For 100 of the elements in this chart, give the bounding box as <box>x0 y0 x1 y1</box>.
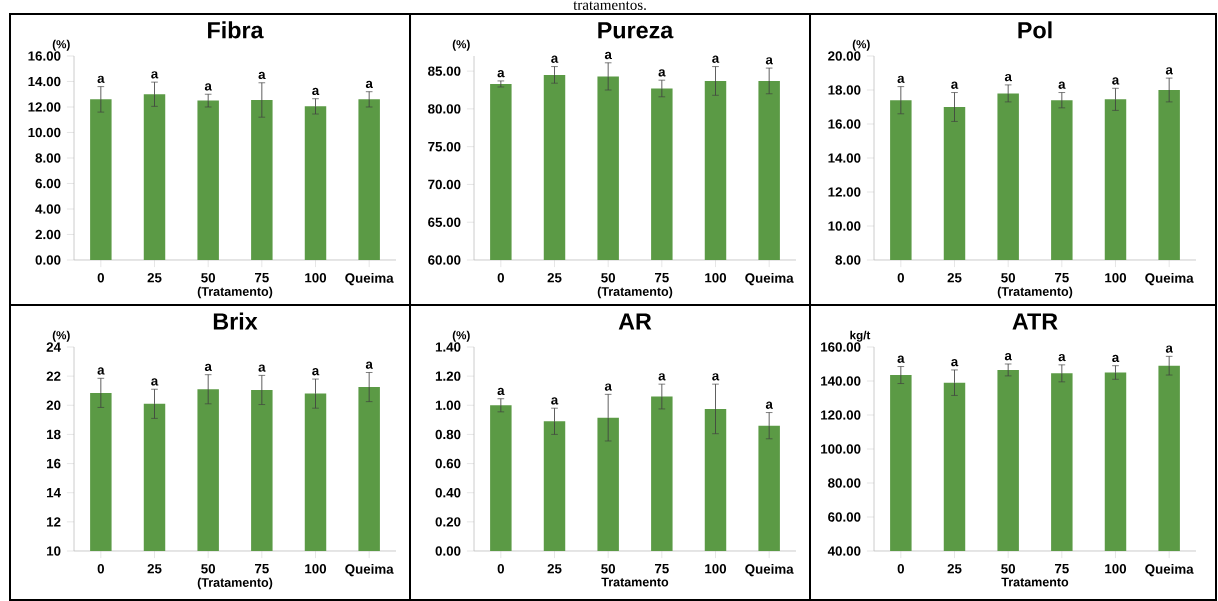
annotation: a <box>97 367 105 375</box>
x-tick-label: 25 <box>147 273 162 283</box>
x-tick-label: 25 <box>547 564 562 574</box>
y-tick-label: 75.00 <box>428 141 461 152</box>
annotation: a <box>1058 81 1066 89</box>
chart-title: ATR <box>1012 313 1058 330</box>
y-axis-title: (%) <box>452 330 470 342</box>
y-tick-label: 2.00 <box>35 229 61 240</box>
y-tick-label: 1.00 <box>435 400 461 410</box>
x-tick-label: 50 <box>601 564 616 574</box>
bar <box>758 425 780 551</box>
y-tick-label: 16.00 <box>828 119 861 129</box>
y-tick-label: 80.00 <box>828 478 861 488</box>
x-tick-label: 50 <box>201 564 216 574</box>
y-tick-label: 100.00 <box>821 444 861 454</box>
y-tick-label: 14.00 <box>28 76 61 87</box>
y-tick-label: 0.00 <box>435 546 461 556</box>
y-axis-title: (%) <box>52 39 70 51</box>
y-tick-label: 0.80 <box>435 429 461 440</box>
annotation: a <box>604 383 612 391</box>
annotation: a <box>258 364 266 372</box>
x-tick-label: Queima <box>745 272 794 286</box>
x-axis-title: (Tratamento) <box>997 286 1073 299</box>
x-tick-label: 25 <box>547 273 562 283</box>
x-tick-label: 100 <box>705 273 727 283</box>
bar <box>704 408 727 551</box>
annotation: a <box>712 55 720 63</box>
x-tick-label: 0 <box>97 273 105 283</box>
x-tick-label: 25 <box>147 564 162 574</box>
y-tick-label: 16.00 <box>28 51 61 61</box>
y-tick-label: 22 <box>46 371 61 381</box>
x-tick-label: 100 <box>305 273 327 283</box>
x-tick-label: 50 <box>1001 273 1016 283</box>
bar <box>358 99 380 260</box>
y-tick-label: 16 <box>47 458 61 469</box>
annotation: a <box>258 71 266 80</box>
y-tick-label: 120.00 <box>821 410 861 420</box>
annotation: a <box>204 83 212 91</box>
y-tick-label: 18 <box>47 429 61 440</box>
annotation: a <box>712 373 720 381</box>
bar <box>197 100 219 260</box>
annotation: a <box>658 69 666 77</box>
bar <box>304 106 327 260</box>
annotation: a <box>551 397 559 405</box>
chart-title: AR <box>618 313 652 330</box>
y-tick-label: 65.00 <box>428 217 461 227</box>
annotation: a <box>1004 353 1012 361</box>
bar <box>143 94 166 260</box>
y-tick-label: 60.00 <box>428 255 461 265</box>
y-tick-label: 140.00 <box>821 376 861 386</box>
annotation: a <box>951 81 959 89</box>
chart-title: Pol <box>1018 21 1052 39</box>
y-tick-label: 80.00 <box>428 104 461 114</box>
x-tick-label: Queima <box>345 272 394 286</box>
x-axis-title: (Tratamento) <box>597 286 673 299</box>
annotation: a <box>551 55 559 63</box>
annotation: a <box>97 75 105 83</box>
annotation: a <box>204 363 212 372</box>
annotation: a <box>897 75 905 83</box>
y-tick-label: 70.00 <box>428 179 461 190</box>
y-tick-label: 0.40 <box>435 487 461 498</box>
x-tick-label: 25 <box>947 273 962 283</box>
y-tick-label: 14.00 <box>828 153 861 163</box>
y-tick-label: 10.00 <box>28 127 61 138</box>
annotation: a <box>151 71 159 79</box>
annotation: a <box>897 355 905 363</box>
y-tick-label: 0.20 <box>435 517 461 527</box>
y-tick-label: 0.60 <box>435 458 461 469</box>
x-tick-label: 100 <box>1105 273 1127 283</box>
x-tick-label: 50 <box>1001 564 1016 574</box>
annotation: a <box>312 87 320 96</box>
bar <box>543 421 566 551</box>
annotation: a <box>765 57 773 65</box>
annotation: a <box>151 378 159 386</box>
chart-title: Pureza <box>598 22 674 39</box>
y-axis-title: kg/t <box>850 330 871 342</box>
y-tick-label: 10.00 <box>828 221 861 231</box>
x-tick-label: Queima <box>1145 563 1194 577</box>
x-tick-label: 0 <box>497 564 505 574</box>
text: tratamentos. <box>573 1 646 10</box>
x-tick-label: 75 <box>655 272 669 283</box>
y-tick-label: 20.00 <box>828 51 861 61</box>
annotation: a <box>1112 354 1120 363</box>
y-tick-label: 1.40 <box>435 342 461 352</box>
annotation: a <box>312 368 320 376</box>
x-tick-label: Queima <box>745 563 794 577</box>
y-tick-label: 8.00 <box>35 153 61 163</box>
x-tick-label: 75 <box>655 563 669 574</box>
y-tick-label: 60.00 <box>828 512 861 522</box>
annotation: a <box>1004 73 1012 82</box>
y-tick-label: 4.00 <box>35 204 61 214</box>
bar <box>490 405 512 551</box>
y-tick-label: 85.00 <box>428 66 461 76</box>
y-tick-label: 10 <box>47 546 61 556</box>
x-tick-label: 100 <box>305 564 327 574</box>
chart-title: Brix <box>213 312 258 330</box>
x-tick-label: 75 <box>1054 273 1069 283</box>
x-tick-label: 0 <box>497 273 505 283</box>
y-tick-label: 0.00 <box>35 255 61 265</box>
y-axis-title: (%) <box>452 39 470 51</box>
